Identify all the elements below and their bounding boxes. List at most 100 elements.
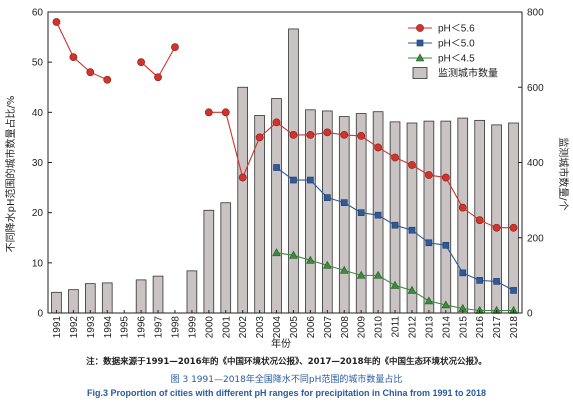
x-tick-label: 1998 [170,316,181,339]
bar-1994 [101,282,113,314]
bar-2001 [220,202,232,314]
point-0-2003 [255,133,264,142]
point-0-1994 [103,75,112,84]
point-2-2009 [356,270,366,279]
x-tick-label: 2000 [204,316,215,339]
bar-2017 [491,124,502,314]
point-0-2012 [408,161,416,169]
x-tick-label: 2015 [458,316,469,339]
bar-1999 [186,270,198,314]
x-tick-label: 1994 [103,316,114,339]
point-0-2011 [391,153,399,162]
x-tick-label: 2014 [441,316,452,339]
point-1-2007 [324,194,331,201]
left-axis-ticks: 0 10 20 30 40 50 60 [32,8,52,320]
point-0-2005 [289,131,298,139]
point-0-1993 [86,68,95,77]
bar-2005 [288,28,299,314]
bar-2007 [322,110,333,314]
left-tick-label: 50 [32,58,44,69]
point-0-2010 [374,143,383,152]
legend-marker-0 [416,24,424,32]
x-tick-label: 1992 [69,316,80,339]
x-axis-ticks: 1991 1992 1993 1994 1995 1996 1997 1998 1999 2000… [52,310,520,338]
legend-marker-1 [416,39,424,47]
point-0-2002 [238,173,247,182]
bar-2000 [203,209,215,314]
series-1 [273,164,517,294]
bar-1991 [51,291,62,314]
point-1-2005 [290,176,297,184]
point-1-2017 [493,278,500,285]
point-0-2018 [509,223,518,232]
x-tick-label: 2003 [255,316,266,339]
left-tick-label: 10 [32,258,44,269]
x-tick-label: 2016 [475,316,486,339]
point-0-1991 [52,18,61,26]
point-1-2018 [510,287,517,294]
point-0-1996 [137,58,146,67]
point-0-1992 [69,53,78,62]
point-0-2016 [475,216,484,225]
x-tick-label: 2005 [289,316,300,339]
point-0-1998 [171,43,179,52]
legend-entry-0: pH＜5.6 [408,24,475,35]
right-tick-label: 400 [527,158,544,169]
point-2-2010 [373,270,383,279]
point-0-2008 [340,131,349,139]
x-tick-label: 2004 [272,316,283,339]
x-tick-label: 2011 [391,316,402,338]
point-1-2006 [307,176,314,184]
x-axis-title: 年份 [271,337,291,350]
x-tick-label: 2017 [492,316,503,339]
bar-1996 [135,279,147,314]
bar-2004 [271,98,282,314]
legend: pH＜5.6 pH＜5.0 pH＜4.5 监测城市数量 [408,24,498,80]
x-tick-label: 1991 [52,316,63,339]
series-2 [272,248,518,314]
point-2-2004 [272,248,281,257]
point-0-2007 [323,128,332,137]
point-2-2011 [390,280,400,289]
legend-entry-1: pH＜5.0 [408,39,475,50]
point-2-2007 [323,260,332,269]
bar-2018 [508,122,519,314]
point-1-2013 [425,239,433,247]
bar-2013 [423,120,435,314]
data-source-note: 注：数据来源于1991—2016年的《中国环境状况公报》、2017—2018年的… [86,357,487,367]
point-1-2014 [442,241,450,249]
left-tick-label: 20 [32,208,44,219]
combo-chart: 0 10 20 30 40 50 60 0 200 400 600 800 1991 1992 1993… [4,8,570,351]
bar-2008 [338,116,350,314]
x-tick-label: 1999 [187,316,198,339]
right-tick-label: 600 [527,83,544,94]
x-tick-label: 2013 [424,316,435,339]
point-0-2000 [204,108,213,117]
point-0-2015 [458,203,467,212]
left-axis-title: 不同降水pH范围的城市数量占比/% [4,96,17,253]
point-1-2012 [408,226,416,234]
left-tick-label: 60 [32,8,44,19]
point-2-2014 [441,300,451,309]
left-tick-label: 30 [32,158,44,169]
x-tick-label: 1993 [86,316,97,339]
point-1-2015 [459,269,467,277]
bar-2015 [457,117,469,314]
point-0-2009 [357,132,366,140]
bar-1993 [85,283,96,314]
right-tick-label: 200 [527,233,544,244]
point-0-2014 [441,173,450,182]
point-0-1997 [154,73,162,82]
point-2-2006 [306,255,315,264]
right-tick-label: 800 [527,8,544,19]
bar-2002 [237,86,248,314]
legend-label-2: pH＜4.5 [438,54,475,65]
bar-1992 [68,289,79,314]
point-1-2016 [476,277,483,284]
point-0-2004 [272,118,281,127]
x-tick-label: 2008 [340,316,351,339]
x-tick-label: 2002 [238,316,249,339]
point-2-2012 [407,285,417,294]
figure-caption-chinese: 图 3 1991—2018年全国降水不同pH范围的城市数量占比 [170,375,403,385]
x-tick-label: 2007 [323,316,334,339]
